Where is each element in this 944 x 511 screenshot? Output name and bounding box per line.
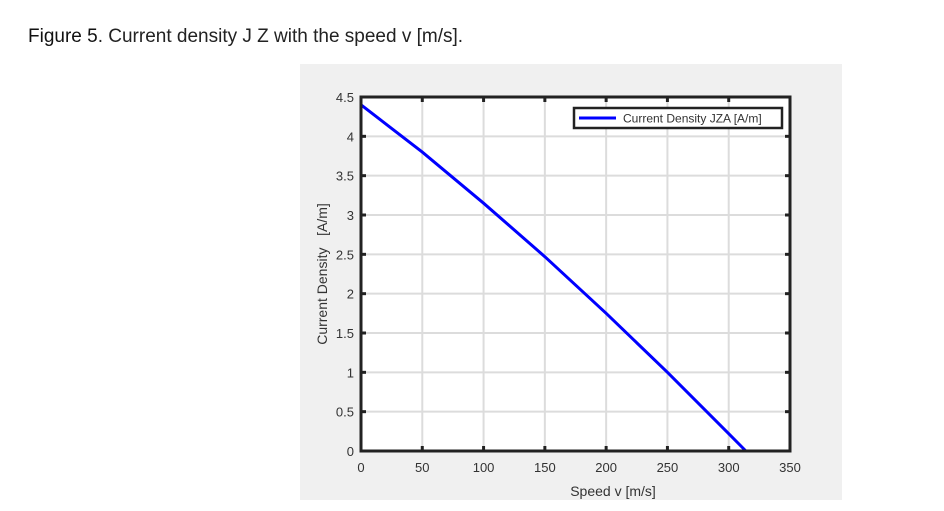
x-tick-label: 250 bbox=[657, 460, 679, 475]
y-tick-label: 0.5 bbox=[336, 405, 354, 420]
y-tick-label: 3 bbox=[347, 208, 354, 223]
x-tick-label: 50 bbox=[415, 460, 429, 475]
legend-box bbox=[572, 106, 784, 130]
y-tick-label: 3.5 bbox=[336, 169, 354, 184]
figure-caption: Figure 5. Current density J Z with the s… bbox=[28, 26, 463, 48]
x-tick-label: 350 bbox=[779, 460, 801, 475]
figure-panel: 0 50 100 150 200 250 300 350 0 0.5 1 1.5 2 2.5 3 3.5 4 4.… bbox=[300, 64, 842, 500]
plot-area bbox=[361, 97, 790, 451]
y-tick-label: 1 bbox=[347, 365, 354, 380]
legend: Current Density JZA [A/m] bbox=[572, 106, 784, 130]
y-tick-label: 2.5 bbox=[336, 247, 354, 262]
x-tick-label: 150 bbox=[534, 460, 556, 475]
x-tick-label: 100 bbox=[473, 460, 495, 475]
line-chart: 0 50 100 150 200 250 300 350 0 0.5 1 1.5 2 2.5 3 3.5 4 4.… bbox=[314, 90, 801, 499]
caption-label: Figure 5 bbox=[28, 26, 98, 47]
y-axis-label: Current Density [A/m] bbox=[314, 203, 330, 345]
caption-text: . Current density J Z with the speed v [… bbox=[97, 26, 464, 47]
y-tick-label: 1.5 bbox=[336, 326, 354, 341]
x-tick-label: 0 bbox=[357, 460, 364, 475]
legend-label: Current Density JZA [A/m] bbox=[623, 112, 762, 126]
x-axis-label: Speed v [m/s] bbox=[570, 483, 656, 499]
axes-box bbox=[359, 95, 792, 453]
series-line bbox=[360, 103, 747, 453]
y-tick-label: 4.5 bbox=[336, 90, 354, 105]
y-tick-label: 2 bbox=[347, 287, 354, 302]
x-tick-label: 200 bbox=[595, 460, 617, 475]
x-tick-label: 300 bbox=[718, 460, 740, 475]
y-tick-label: 0 bbox=[347, 444, 354, 459]
y-tick-label: 4 bbox=[347, 129, 354, 144]
